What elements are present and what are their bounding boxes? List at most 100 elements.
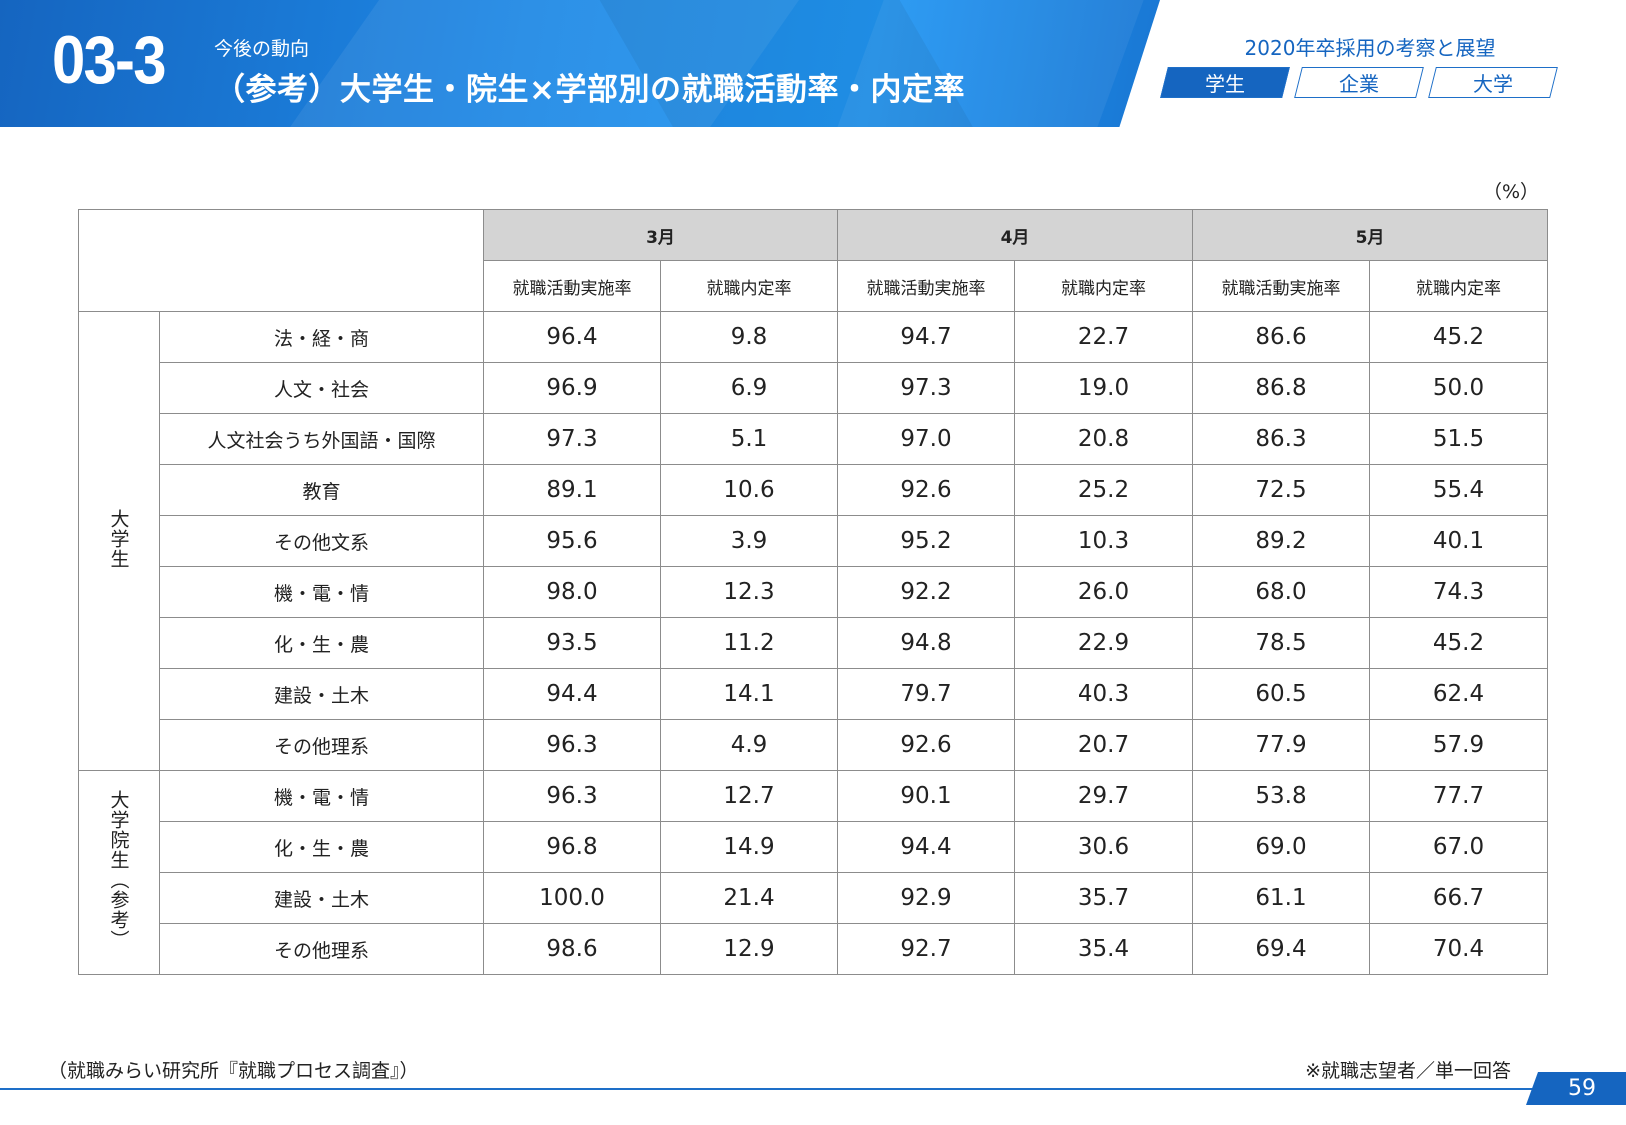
table-cell: 51.5 (1369, 413, 1548, 465)
table-row: 建設・土木 94.4 14.1 79.7 40.3 60.5 62.4 (79, 668, 1548, 720)
row-group-text: 大学生 (107, 508, 130, 569)
table-cell: 69.0 (1192, 821, 1370, 873)
table-cell: 98.0 (483, 566, 661, 618)
table-cell: 86.6 (1192, 311, 1370, 363)
table-cell: 12.9 (660, 923, 838, 975)
table-cell: 35.4 (1014, 923, 1193, 975)
table-cell: 94.8 (837, 617, 1015, 669)
page-number: 59 (1568, 1076, 1596, 1101)
table-cell: 77.9 (1192, 719, 1370, 771)
section-kicker: 今後の動向 (214, 38, 310, 60)
page-number-badge: 59 (1526, 1072, 1626, 1105)
table-row: その他理系 98.6 12.9 92.7 35.4 69.4 70.4 (79, 923, 1548, 975)
table-cell: 92.2 (837, 566, 1015, 618)
table-cell: 77.7 (1369, 770, 1548, 822)
table-cell: 62.4 (1369, 668, 1548, 720)
table-cell: 6.9 (660, 362, 838, 414)
table-cell: 92.9 (837, 872, 1015, 924)
tab-label: 学生 (1205, 72, 1245, 96)
row-group-label: 大学生 (78, 311, 160, 771)
table-cell: 92.7 (837, 923, 1015, 975)
table-row: 建設・土木 100.0 21.4 92.9 35.7 61.1 66.7 (79, 872, 1548, 924)
row-label: 化・生・農 (159, 821, 484, 873)
table-cell: 96.4 (483, 311, 661, 363)
table-cell: 12.7 (660, 770, 838, 822)
row-label: その他理系 (159, 923, 484, 975)
table-cell: 67.0 (1369, 821, 1548, 873)
table-cell: 92.6 (837, 464, 1015, 516)
table-row: 化・生・農 93.5 11.2 94.8 22.9 78.5 45.2 (79, 617, 1548, 669)
section-number: 03-3 (52, 22, 166, 98)
table-cell: 96.8 (483, 821, 661, 873)
row-label: 教育 (159, 464, 484, 516)
report-title: 2020年卒採用の考察と展望 (1244, 36, 1496, 60)
table-cell: 11.2 (660, 617, 838, 669)
table-cell: 95.2 (837, 515, 1015, 567)
subheader-offer-rate: 就職内定率 (1014, 260, 1193, 312)
unit-label: （%） (1482, 181, 1539, 203)
table-cell: 95.6 (483, 515, 661, 567)
table-cell: 14.1 (660, 668, 838, 720)
table-cell: 22.7 (1014, 311, 1193, 363)
table-cell: 20.8 (1014, 413, 1193, 465)
subheader-activity-rate: 就職活動実施率 (483, 260, 661, 312)
table-cell: 40.3 (1014, 668, 1193, 720)
subheader-activity-rate: 就職活動実施率 (1192, 260, 1370, 312)
table-cell: 92.6 (837, 719, 1015, 771)
header-banner (0, 0, 1160, 127)
table-cell: 70.4 (1369, 923, 1548, 975)
month-header-march: 3月 (483, 209, 838, 261)
table-cell: 74.3 (1369, 566, 1548, 618)
row-label: 建設・土木 (159, 872, 484, 924)
table-row: 教育 89.1 10.6 92.6 25.2 72.5 55.4 (79, 464, 1548, 516)
table-cell: 96.9 (483, 362, 661, 414)
row-label: 人文・社会 (159, 362, 484, 414)
row-label: 人文社会うち外国語・国際 (159, 413, 484, 465)
subheader-offer-rate: 就職内定率 (1369, 260, 1548, 312)
table-cell: 53.8 (1192, 770, 1370, 822)
subheader-activity-rate: 就職活動実施率 (837, 260, 1015, 312)
tab-label: 企業 (1339, 72, 1379, 96)
table-cell: 78.5 (1192, 617, 1370, 669)
table-row: 機・電・情 98.0 12.3 92.2 26.0 68.0 74.3 (79, 566, 1548, 618)
table-cell: 97.3 (837, 362, 1015, 414)
table-row: 大学院生（参考） 機・電・情 96.3 12.7 90.1 29.7 53.8 77.7 (78, 770, 1548, 975)
table-row: 大学生 法・経・商 96.4 9.8 94.7 22.7 86.6 45.2 (78, 311, 1548, 771)
table-cell: 90.1 (837, 770, 1015, 822)
row-label: 機・電・情 (159, 770, 484, 822)
table-cell: 94.7 (837, 311, 1015, 363)
table-cell: 25.2 (1014, 464, 1193, 516)
table-cell: 60.5 (1192, 668, 1370, 720)
table-cell: 79.7 (837, 668, 1015, 720)
table-cell: 45.2 (1369, 617, 1548, 669)
source-note: （就職みらい研究所『就職プロセス調査』） (48, 1060, 419, 1082)
table-cell: 86.8 (1192, 362, 1370, 414)
table-cell: 96.3 (483, 770, 661, 822)
table-cell: 35.7 (1014, 872, 1193, 924)
table-cell: 97.3 (483, 413, 661, 465)
tab-students[interactable]: 学生 (1160, 67, 1290, 98)
footer-rule (0, 1088, 1626, 1090)
table-row: その他理系 96.3 4.9 92.6 20.7 77.9 57.9 (79, 719, 1548, 771)
row-label: 機・電・情 (159, 566, 484, 618)
row-label: その他理系 (159, 719, 484, 771)
table-cell: 89.2 (1192, 515, 1370, 567)
table-cell: 10.3 (1014, 515, 1193, 567)
table-cell: 66.7 (1369, 872, 1548, 924)
table-cell: 29.7 (1014, 770, 1193, 822)
table-row: 人文・社会 96.9 6.9 97.3 19.0 86.8 50.0 (79, 362, 1548, 414)
table-cell: 40.1 (1369, 515, 1548, 567)
table-cell: 3.9 (660, 515, 838, 567)
table-cell: 19.0 (1014, 362, 1193, 414)
table-cell: 98.6 (483, 923, 661, 975)
month-header-may: 5月 (1192, 209, 1548, 261)
table-cell: 86.3 (1192, 413, 1370, 465)
page-title: （参考）大学生・院生×学部別の就職活動率・内定率 (214, 72, 965, 108)
table-cell: 14.9 (660, 821, 838, 873)
table-cell: 45.2 (1369, 311, 1548, 363)
table-cell: 100.0 (483, 872, 661, 924)
data-table: 3月 4月 5月 就職活動実施率 就職内定率 就職活動実施率 就職内定率 就職活… (78, 209, 1548, 975)
table-cell: 72.5 (1192, 464, 1370, 516)
tab-companies[interactable]: 企業 (1294, 67, 1424, 98)
tab-universities[interactable]: 大学 (1428, 67, 1558, 98)
